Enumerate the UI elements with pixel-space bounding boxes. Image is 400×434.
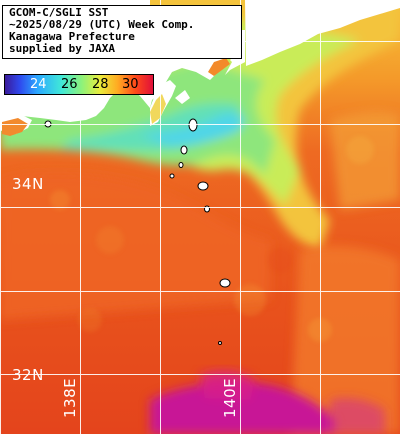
color-scale-legend: 24 26 28 30 — [4, 74, 154, 95]
hot-patch — [150, 370, 385, 434]
legend-tick-24: 24 — [30, 77, 47, 92]
lat-label-32n: 32N — [12, 366, 44, 384]
lon-label-138e: 138E — [61, 377, 79, 418]
lon-label-140e: 140E — [221, 377, 239, 418]
info-line-3: Kanagawa Prefecture — [9, 30, 135, 43]
info-line-1: GCOM-C/SGLI SST — [9, 6, 109, 19]
legend-tick-28: 28 — [92, 77, 109, 92]
coastal-fringe — [2, 58, 230, 136]
legend-tick-30: 30 — [122, 77, 139, 92]
info-line-4: supplied by JAXA — [9, 42, 115, 55]
legend-tick-26: 26 — [61, 77, 78, 92]
info-line-2: ~2025/08/29 (UTC) Week Comp. — [9, 18, 195, 31]
lat-label-34n: 34N — [12, 175, 44, 193]
texture — [50, 136, 374, 342]
map-info-box: GCOM-C/SGLI SST ~2025/08/29 (UTC) Week C… — [2, 5, 242, 59]
